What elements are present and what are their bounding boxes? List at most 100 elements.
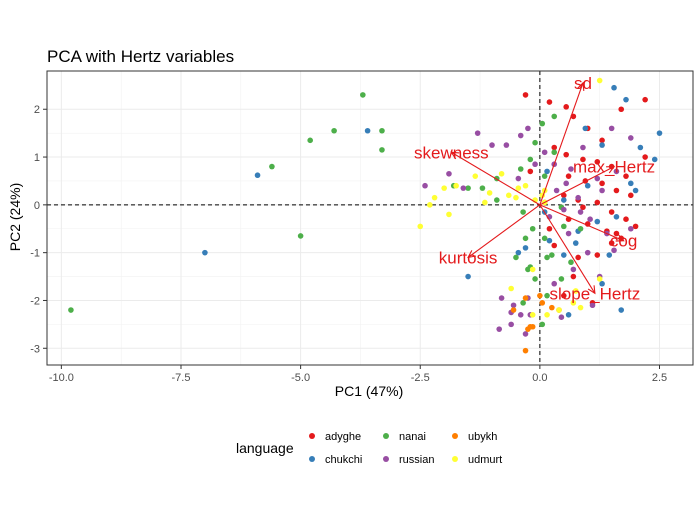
data-point-nanai: [522, 235, 529, 242]
data-point-udmurt: [570, 300, 577, 306]
data-point-russian: [577, 209, 584, 215]
data-point-russian: [568, 166, 574, 172]
data-point-udmurt: [544, 312, 550, 318]
data-point-russian: [611, 247, 617, 254]
data-point-nanai: [539, 120, 546, 127]
data-point-chukchi: [611, 84, 617, 91]
data-point-russian: [525, 125, 531, 132]
data-point-udmurt: [498, 170, 505, 177]
data-point-russian: [422, 182, 428, 189]
legend-label-nanai: nanai: [399, 431, 426, 443]
data-point-adyghe: [565, 173, 572, 179]
data-point-nanai: [541, 235, 548, 242]
data-point-russian: [587, 216, 593, 222]
data-point-russian: [570, 266, 577, 273]
data-point-udmurt: [577, 304, 584, 311]
data-point-adyghe: [580, 204, 586, 211]
legend-key-udmurt: [452, 456, 458, 462]
data-point-adyghe: [623, 173, 629, 179]
data-point-ubykh: [510, 307, 517, 313]
data-point-nanai: [544, 292, 550, 299]
data-point-adyghe: [580, 156, 586, 163]
data-point-udmurt: [505, 192, 512, 199]
data-point-adyghe: [599, 137, 605, 144]
y-tick-label: -1: [30, 248, 40, 260]
loading-arrowhead-sd: [576, 81, 585, 91]
data-point-chukchi: [656, 130, 663, 136]
data-point-nanai: [465, 185, 471, 191]
legend-key-ubykh: [452, 433, 458, 439]
data-point-adyghe: [594, 252, 601, 258]
legend-label-udmurt: udmurt: [468, 454, 502, 466]
data-point-adyghe: [563, 104, 569, 110]
data-point-nanai: [520, 209, 526, 215]
data-point-adyghe: [642, 96, 648, 103]
data-point-chukchi: [364, 127, 371, 134]
legend-key-russian: [383, 456, 389, 462]
legend-label-russian: russian: [399, 454, 434, 466]
loading-arrowhead-slope_Hertz: [587, 285, 596, 295]
data-point-russian: [561, 206, 567, 213]
data-point-russian: [446, 170, 452, 177]
loading-arrow-skewness: [451, 151, 541, 206]
data-point-udmurt: [431, 194, 438, 201]
data-point-russian: [474, 130, 481, 136]
data-point-adyghe: [546, 225, 553, 232]
data-point-russian: [613, 168, 620, 175]
data-point-adyghe: [561, 292, 567, 299]
data-point-chukchi: [623, 96, 629, 103]
data-point-adyghe: [627, 192, 634, 199]
legend-key-nanai: [383, 433, 389, 439]
data-point-russian: [584, 249, 591, 256]
data-point-adyghe: [594, 199, 601, 206]
data-point-nanai: [269, 163, 275, 170]
data-point-udmurt: [596, 77, 603, 84]
data-point-nanai: [532, 139, 538, 146]
data-point-russian: [551, 280, 558, 287]
data-point-ubykh: [539, 300, 546, 306]
legend-label-ubykh: ubykh: [468, 431, 497, 443]
data-point-nanai: [517, 166, 524, 172]
legend: language adyghe chukchi nanai russian ubykh u…: [236, 431, 502, 466]
loading-arrow-sd: [539, 82, 584, 206]
data-point-udmurt: [508, 285, 514, 292]
data-point-udmurt: [441, 185, 447, 191]
data-point-russian: [575, 194, 581, 201]
loading-label-slope_Hertz: slope_Hertz: [550, 284, 641, 303]
y-tick-label: 0: [34, 200, 40, 212]
data-point-russian: [522, 331, 529, 337]
data-point-adyghe: [575, 254, 581, 261]
y-tick-label: 1: [34, 152, 40, 164]
data-point-adyghe: [551, 144, 558, 151]
major-gridlines: [47, 71, 693, 365]
loading-label-sd: sd: [574, 74, 592, 93]
data-point-russian: [599, 187, 605, 194]
data-point-chukchi: [561, 197, 567, 203]
data-point-ubykh: [549, 304, 555, 311]
legend-label-chukchi: chukchi: [325, 454, 362, 466]
data-point-udmurt: [486, 190, 493, 196]
data-point-russian: [627, 135, 634, 141]
data-point-nanai: [520, 300, 526, 306]
data-point-russian: [558, 314, 565, 320]
data-point-adyghe: [551, 242, 558, 249]
x-tick-label: 2.5: [652, 372, 667, 384]
loading-labels: sd skewness max_Hertz kurtosis cog slope_Hert…: [414, 74, 655, 303]
data-point-udmurt: [513, 194, 519, 201]
data-point-udmurt: [515, 185, 522, 191]
data-point-nanai: [549, 252, 555, 258]
legend-key-adyghe: [309, 433, 315, 439]
data-point-nanai: [568, 259, 574, 266]
loading-arrowhead-max_Hertz: [606, 166, 616, 174]
data-point-udmurt: [446, 211, 452, 218]
data-point-ubykh: [525, 326, 531, 332]
data-point-nanai: [527, 156, 534, 163]
data-point-chukchi: [465, 273, 471, 280]
data-point-nanai: [360, 92, 366, 98]
y-axis-title: PC2 (24%): [7, 183, 23, 251]
data-point-adyghe: [561, 192, 567, 199]
data-point-chukchi: [202, 249, 208, 256]
data-point-adyghe: [546, 99, 553, 105]
data-point-ubykh: [522, 347, 529, 354]
